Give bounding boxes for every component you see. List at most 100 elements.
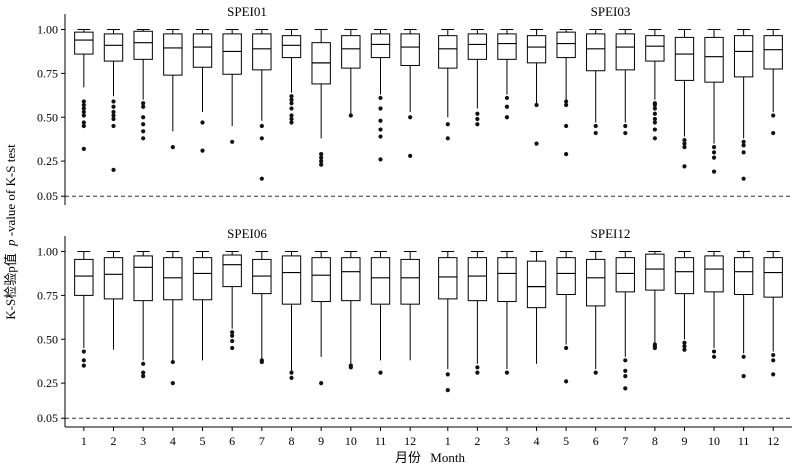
- outlier-point: [652, 136, 657, 141]
- x-tick-label: 4: [170, 434, 176, 448]
- outlier-point: [534, 102, 539, 108]
- outlier-point: [200, 148, 205, 153]
- outlier-point: [593, 370, 598, 375]
- outlier-point: [682, 137, 687, 143]
- outlier-point: [682, 340, 687, 345]
- outlier-point: [259, 359, 264, 365]
- outlier-point: [682, 347, 687, 352]
- outlier-point: [289, 375, 294, 380]
- outlier-point: [445, 388, 450, 393]
- outlier-point: [141, 101, 146, 106]
- outlier-point: [111, 109, 116, 115]
- outlier-point: [289, 116, 294, 122]
- box-iqr: [222, 33, 242, 75]
- box-iqr: [133, 255, 153, 302]
- panel-spei03: SPEI03: [429, 4, 792, 197]
- outlier-point: [378, 134, 383, 139]
- outlier-point: [711, 349, 717, 354]
- box-iqr: [438, 257, 458, 300]
- box-iqr: [281, 255, 302, 305]
- box-9: [311, 29, 331, 167]
- outlier-point: [141, 374, 146, 379]
- outlier-point: [445, 136, 450, 141]
- x-tick-label: 4: [534, 434, 540, 448]
- outlier-point: [111, 167, 116, 173]
- x-tick-label: 10: [708, 434, 720, 448]
- outlier-point: [170, 144, 175, 150]
- box-iqr: [704, 255, 724, 293]
- outlier-point: [319, 159, 324, 164]
- box-5: [192, 29, 213, 153]
- outlier-point: [741, 143, 746, 148]
- outlier-point: [81, 113, 86, 118]
- outlier-point: [771, 113, 776, 118]
- outlier-point: [289, 97, 294, 102]
- outlier-point: [111, 123, 116, 129]
- outlier-point: [711, 150, 717, 155]
- outlier-point: [141, 370, 146, 375]
- x-tick-label: 5: [200, 434, 206, 448]
- box-iqr: [674, 36, 695, 81]
- outlier-point: [475, 365, 480, 370]
- outlier-point: [289, 94, 294, 99]
- box-6: 6: [222, 251, 242, 448]
- box-9: 9: [674, 251, 695, 448]
- box-1: [74, 29, 94, 151]
- box-iqr: [645, 35, 665, 62]
- outlier-point: [682, 141, 687, 146]
- outlier-point: [319, 162, 324, 167]
- outlier-point: [408, 153, 413, 158]
- x-tick-label: 9: [318, 434, 324, 448]
- box-11: 11: [370, 251, 391, 448]
- outlier-point: [504, 95, 510, 101]
- x-tick-label: 11: [375, 434, 387, 448]
- outlier-point: [378, 95, 383, 101]
- box-iqr: [438, 35, 458, 69]
- box-iqr: [163, 257, 183, 301]
- box-iqr: [400, 258, 420, 305]
- y-tick-label: 0.25: [37, 376, 58, 390]
- outlier-point: [141, 136, 146, 141]
- outlier-point: [652, 102, 657, 108]
- box-6: 6: [586, 251, 606, 448]
- y-tick-label: 0.75: [37, 66, 58, 80]
- box-iqr: [370, 33, 391, 59]
- box-6: [222, 29, 242, 144]
- outlier-point: [170, 359, 175, 365]
- box-2: 2: [103, 251, 124, 448]
- outlier-point: [81, 120, 86, 125]
- outlier-point: [170, 381, 175, 386]
- outlier-point: [741, 150, 746, 155]
- box-12: [400, 29, 420, 158]
- outlier-point: [289, 101, 294, 106]
- y-axis-label-cn: K-S检验p值: [3, 253, 18, 319]
- panel-spei01: SPEI01 0.05 0.25 0.50 0.75 1.00: [37, 4, 429, 205]
- outlier-point: [623, 368, 628, 373]
- box-12: 12: [763, 251, 783, 448]
- box-4: [526, 29, 547, 146]
- outlier-point: [504, 104, 510, 109]
- box-7: [615, 29, 635, 136]
- box-iqr: [733, 257, 754, 296]
- x-tick-label: 3: [504, 434, 510, 448]
- outlier-point: [445, 372, 450, 377]
- box-3: [497, 29, 517, 120]
- box-2: [103, 29, 124, 173]
- outlier-point: [259, 136, 264, 141]
- outlier-point: [445, 122, 450, 127]
- box-iqr: [222, 254, 242, 288]
- outlier-point: [230, 333, 235, 338]
- x-tick-label: 12: [767, 434, 779, 448]
- box-iqr: [400, 33, 420, 66]
- y-tick-label: 0.50: [37, 332, 58, 346]
- box-10: [704, 29, 724, 174]
- box-iqr: [370, 257, 391, 305]
- box-iqr: [163, 33, 183, 76]
- box-iqr: [497, 257, 517, 303]
- outlier-point: [230, 330, 235, 335]
- outlier-point: [534, 141, 539, 146]
- outlier-point: [319, 381, 324, 386]
- outlier-point: [348, 113, 353, 118]
- outlier-point: [564, 379, 569, 384]
